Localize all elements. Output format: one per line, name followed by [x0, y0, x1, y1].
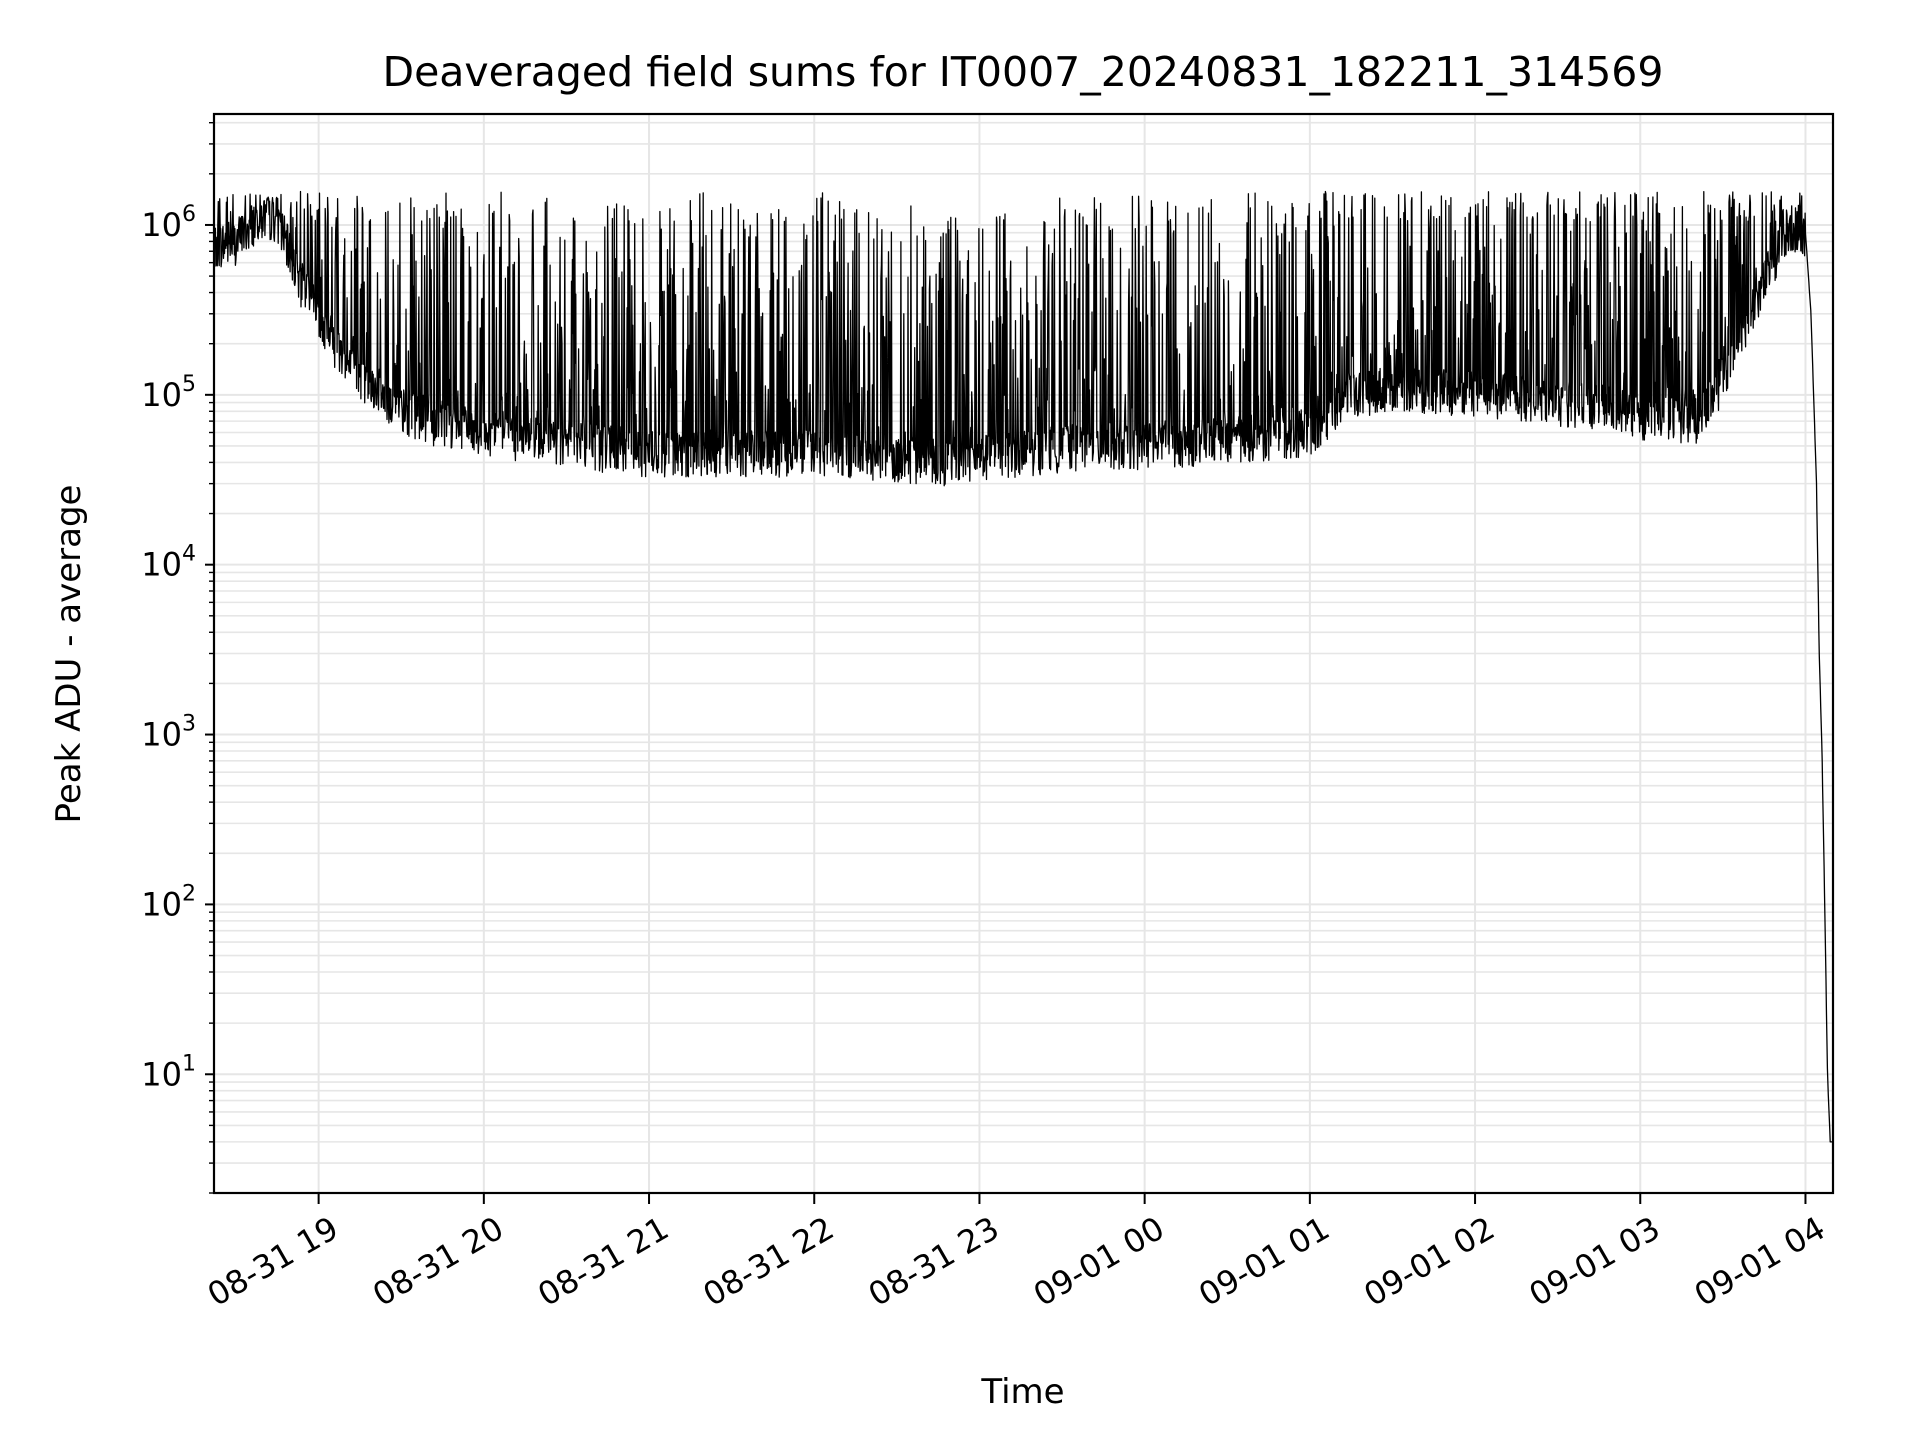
- y-axis-label: Peak ADU - average: [49, 485, 89, 824]
- y-tick-label: 102: [141, 881, 196, 923]
- plot-area: [213, 190, 1833, 1143]
- x-axis-label: Time: [980, 1372, 1064, 1412]
- y-tick-label: 106: [141, 202, 196, 244]
- series-line: [213, 190, 1833, 1143]
- y-tick-label: 105: [141, 372, 196, 414]
- chart-title: Deaveraged field sums for IT0007_2024083…: [383, 48, 1664, 96]
- y-axis: 101 102 103 104 105 106: [141, 121, 214, 1194]
- y-tick-label: 101: [141, 1051, 196, 1093]
- y-tick-label: 103: [141, 712, 196, 754]
- y-tick-label: 104: [141, 542, 196, 584]
